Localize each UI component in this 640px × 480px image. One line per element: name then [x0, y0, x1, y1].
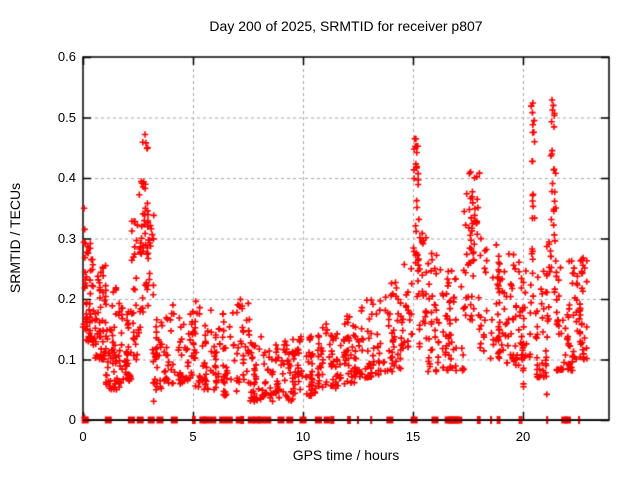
x-tick-label: 5 — [189, 429, 197, 444]
y-tick-label: 0 — [68, 412, 76, 427]
x-axis-title: GPS time / hours — [292, 447, 400, 463]
y-tick-label: 0.3 — [57, 230, 76, 246]
y-tick-label: 0.4 — [57, 170, 76, 185]
y-tick-label: 0.5 — [57, 109, 76, 125]
y-tick-label: 0.2 — [57, 291, 76, 306]
x-tick-label: 0 — [79, 429, 87, 444]
y-tick-label: 0.1 — [57, 351, 76, 367]
x-tick-label: 20 — [515, 429, 531, 444]
chart-title: Day 200 of 2025, SRMTID for receiver p80… — [209, 18, 483, 34]
x-tick-label: 10 — [295, 429, 311, 444]
x-tick-label: 15 — [405, 429, 421, 444]
y-axis-title-text: SRMTID / TECUs — [7, 182, 23, 294]
y-tick-label: 0.6 — [57, 49, 76, 64]
